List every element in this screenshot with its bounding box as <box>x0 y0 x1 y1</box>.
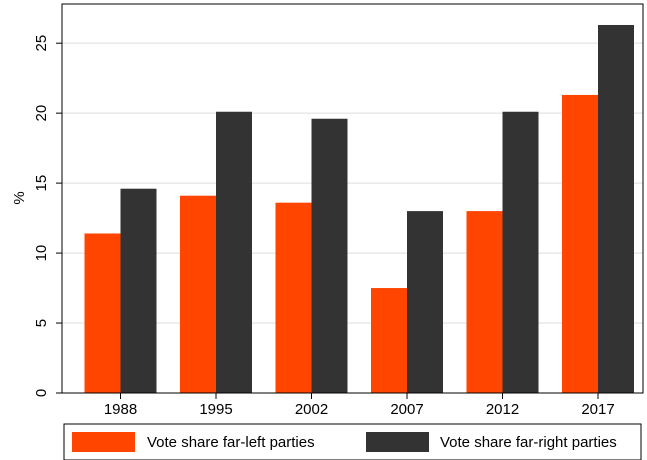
bar-far-right-2012 <box>502 111 539 394</box>
y-tick-label: 5 <box>33 319 50 327</box>
y-tick-label: 20 <box>33 105 50 122</box>
bar-far-right-2007 <box>407 211 443 393</box>
bar-far-left-2012 <box>466 211 503 393</box>
y-tick-label: 25 <box>33 35 50 52</box>
x-tick-label: 1995 <box>199 401 232 418</box>
y-axis-label: % <box>11 191 28 204</box>
x-tick-label: 2017 <box>581 401 614 418</box>
y-tick-label: 15 <box>33 175 50 192</box>
legend-label-far-right: Vote share far-right parties <box>440 434 617 451</box>
legend-swatch-far-left <box>72 432 135 452</box>
bar-far-right-1988 <box>120 188 157 393</box>
bar-far-right-1995 <box>216 111 252 394</box>
bar-far-left-2017 <box>562 94 598 393</box>
y-tick-label: 0 <box>33 389 50 397</box>
legend-swatch-far-right <box>366 432 429 452</box>
bar-far-left-2002 <box>275 202 312 393</box>
x-tick-label: 2012 <box>486 401 519 418</box>
gridlines <box>62 42 643 324</box>
y-tick-label: 10 <box>33 245 50 262</box>
bar-far-right-2002 <box>311 118 348 394</box>
legend: Vote share far-left parties Vote share f… <box>63 423 642 460</box>
plot-frame <box>61 3 644 394</box>
x-tick-label: 2007 <box>390 401 423 418</box>
bar-far-left-1988 <box>84 233 121 393</box>
x-tick-label: 2002 <box>295 401 328 418</box>
y-axis: 0 5 10 15 20 25 <box>33 35 62 397</box>
x-axis: 1988 1995 2002 2007 2012 2017 <box>104 393 615 418</box>
legend-label-far-left: Vote share far-left parties <box>147 434 315 451</box>
legend-box <box>63 423 642 460</box>
bar-far-left-1995 <box>180 195 216 393</box>
bars <box>84 24 634 394</box>
x-tick-label: 1988 <box>104 401 137 418</box>
bar-far-right-2017 <box>598 24 634 394</box>
bar-far-left-2007 <box>371 288 407 393</box>
